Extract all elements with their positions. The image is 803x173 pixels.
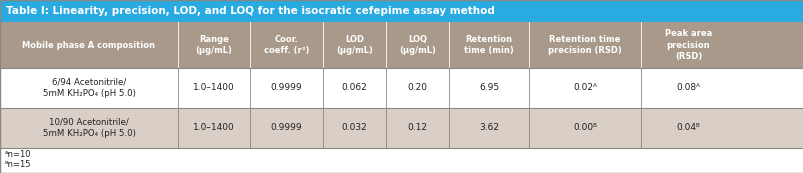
Text: ᴬn=10: ᴬn=10 <box>5 150 31 159</box>
Bar <box>0 108 803 148</box>
Text: 10/90 Acetonitrile/
5mM KH₂PO₄ (pH 5.0): 10/90 Acetonitrile/ 5mM KH₂PO₄ (pH 5.0) <box>43 118 135 138</box>
Text: LOD
(μg/mL): LOD (μg/mL) <box>336 35 373 55</box>
Text: 0.12: 0.12 <box>407 124 427 133</box>
Text: Range
(μg/mL): Range (μg/mL) <box>195 35 232 55</box>
Text: 6/94 Acetonitrile/
5mM KH₂PO₄ (pH 5.0): 6/94 Acetonitrile/ 5mM KH₂PO₄ (pH 5.0) <box>43 78 135 98</box>
Text: Peak area
precision
(RSD): Peak area precision (RSD) <box>664 29 711 61</box>
Text: LOQ
(μg/mL): LOQ (μg/mL) <box>398 35 435 55</box>
Text: 1.0–1400: 1.0–1400 <box>193 124 234 133</box>
Text: 6.95: 6.95 <box>479 84 499 93</box>
Text: Retention time
precision (RSD): Retention time precision (RSD) <box>548 35 621 55</box>
Bar <box>0 0 803 22</box>
Text: 0.04ᴮ: 0.04ᴮ <box>675 124 699 133</box>
Text: 0.032: 0.032 <box>341 124 367 133</box>
Text: 0.02ᴬ: 0.02ᴬ <box>573 84 596 93</box>
Text: 0.9999: 0.9999 <box>271 124 302 133</box>
Text: Table I: Linearity, precision, LOD, and LOQ for the isocratic cefepime assay met: Table I: Linearity, precision, LOD, and … <box>6 6 495 16</box>
Bar <box>0 68 803 108</box>
Bar <box>0 22 803 68</box>
Text: 0.20: 0.20 <box>407 84 427 93</box>
Text: 1.0–1400: 1.0–1400 <box>193 84 234 93</box>
Text: ᴮn=15: ᴮn=15 <box>5 160 31 169</box>
Text: Mobile phase A composition: Mobile phase A composition <box>22 40 155 49</box>
Text: 0.00ᴮ: 0.00ᴮ <box>573 124 597 133</box>
Text: 0.062: 0.062 <box>341 84 367 93</box>
Text: Coor.
coeff. (r²): Coor. coeff. (r²) <box>263 35 309 55</box>
Text: 0.08ᴬ: 0.08ᴬ <box>675 84 699 93</box>
Text: Retention
time (min): Retention time (min) <box>463 35 513 55</box>
Text: 0.9999: 0.9999 <box>271 84 302 93</box>
Bar <box>0 148 803 173</box>
Text: 3.62: 3.62 <box>479 124 499 133</box>
